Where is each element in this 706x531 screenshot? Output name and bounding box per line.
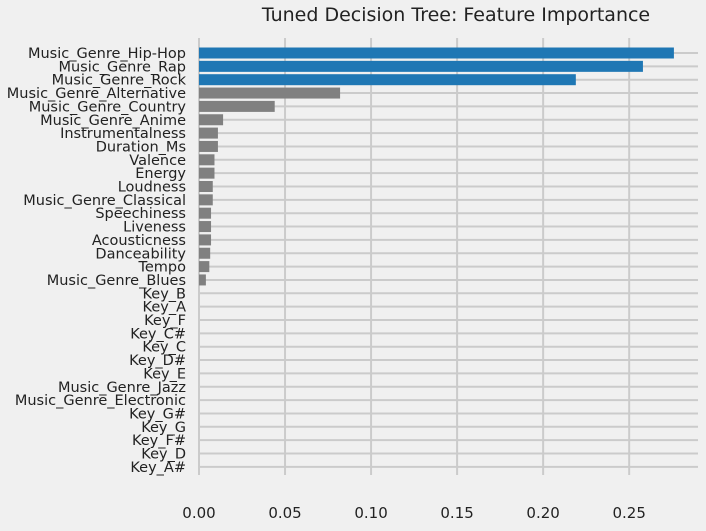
y-tick-label: Key_F [144, 313, 186, 329]
y-tick-label: Instrumentalness [60, 126, 186, 142]
y-tick-label: Music_Genre_Rap [58, 59, 186, 75]
bar-energy [199, 167, 215, 179]
y-tick-label: Music_Genre_Blues [47, 273, 186, 289]
y-tick-label: Music_Genre_Alternative [7, 86, 186, 102]
bar-music-genre-alternative [199, 87, 341, 99]
bar-music-genre-country [199, 100, 275, 112]
y-tick-label: Key_E [143, 366, 186, 382]
bar-tempo [199, 261, 210, 273]
bar-loudness [199, 181, 213, 192]
x-tick-label: 0.05 [268, 504, 301, 522]
bar-music-genre-rock [199, 74, 576, 86]
bars [199, 47, 674, 286]
y-tick-label: Music_Genre_Electronic [15, 393, 186, 409]
y-tick-label: Key_A [143, 300, 187, 316]
y-tick-label: Key_G [141, 420, 186, 436]
bar-instrumentalness [199, 127, 218, 139]
y-tick-label: Duration_Ms [96, 139, 186, 155]
bar-music-genre-blues [199, 274, 206, 286]
y-tick-label: Music_Genre_Classical [23, 193, 186, 209]
bar-acousticness [199, 234, 212, 246]
y-tick-label: Key_D [141, 447, 186, 463]
x-tick-labels: 0.00 0.05 0.10 0.15 0.20 0.25 [182, 504, 646, 522]
y-tick-label: Key_C# [130, 326, 186, 342]
y-tick-label: Key_F# [132, 433, 186, 449]
y-tick-label: Music_Genre_Rock [52, 73, 187, 89]
x-tick-label: 0.20 [526, 504, 559, 522]
y-tick-label: Valence [129, 153, 186, 169]
x-tick-label: 0.10 [354, 504, 387, 522]
chart-title: Tuned Decision Tree: Feature Importance [261, 4, 650, 26]
y-tick-label: Key_B [143, 286, 187, 302]
y-tick-labels: Music_Genre_Hip-HopMusic_Genre_RapMusic_… [7, 46, 187, 476]
y-tick-label: Music_Genre_Country [29, 99, 187, 115]
x-tick-label: 0.00 [182, 504, 215, 522]
y-tick-label: Music_Genre_Hip-Hop [28, 46, 186, 62]
x-tick-label: 0.15 [440, 504, 473, 522]
x-tick-label: 0.25 [612, 504, 645, 522]
y-tick-label: Liveness [123, 220, 186, 236]
y-tick-label: Danceability [95, 246, 186, 262]
bar-valence [199, 154, 215, 166]
y-tick-label: Music_Genre_Jazz [58, 380, 186, 396]
bar-music-genre-classical [199, 194, 213, 206]
bar-music-genre-hip-hop [199, 47, 674, 59]
y-tick-label: Music_Genre_Anime [40, 113, 186, 129]
grid-lines [198, 38, 698, 475]
bar-music-genre-rap [199, 60, 643, 72]
y-tick-label: Tempo [137, 260, 186, 276]
y-tick-label: Key_C [142, 340, 186, 356]
y-tick-label: Key_A# [130, 460, 186, 476]
y-tick-label: Key_D# [129, 353, 186, 369]
bar-liveness [199, 221, 212, 233]
bar-music-genre-anime [199, 114, 224, 126]
y-tick-label: Energy [135, 166, 186, 182]
y-tick-label: Acousticness [92, 233, 186, 249]
bar-speechiness [199, 207, 212, 219]
bar-danceability [199, 247, 211, 259]
y-tick-label: Speechiness [95, 206, 186, 222]
bar-duration-ms [199, 140, 218, 152]
y-tick-label: Loudness [118, 180, 186, 196]
y-tick-label: Key_G# [129, 406, 186, 422]
